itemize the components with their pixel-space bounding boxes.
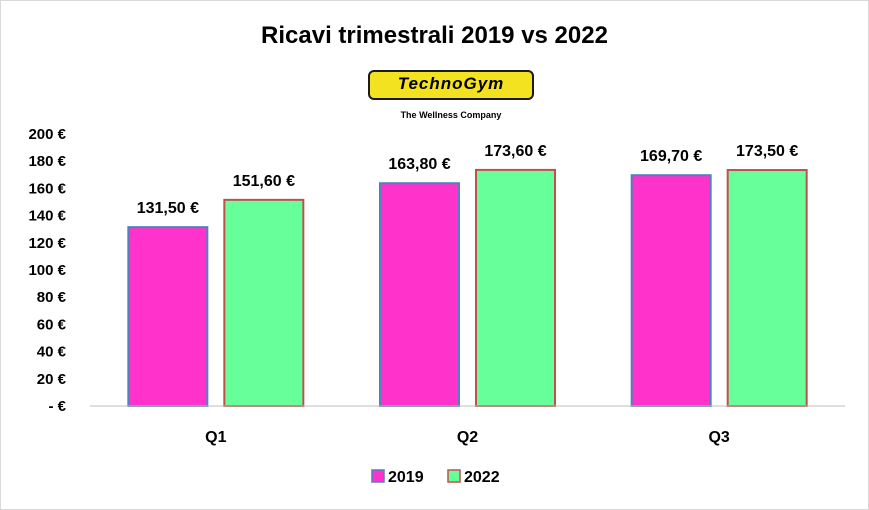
y-tick-label: 180 €	[28, 153, 66, 170]
bar-2019-Q3	[630, 174, 712, 407]
x-tick-label: Q2	[457, 429, 478, 446]
x-axis: Q1 Q2 Q3	[90, 405, 845, 446]
data-label: 173,50 €	[736, 143, 798, 160]
bar-2022-Q2	[475, 168, 556, 407]
legend-label-2022: 2022	[464, 469, 500, 486]
data-label: 151,60 €	[233, 173, 295, 190]
y-tick-label: 20 €	[37, 371, 67, 388]
logo-wordmark: TechnoGym	[397, 74, 505, 93]
data-label: 173,60 €	[484, 143, 546, 160]
y-tick-label: 160 €	[28, 180, 66, 197]
legend-swatch-2022	[447, 469, 461, 483]
bar-2019-Q2	[379, 182, 460, 407]
x-tick-label: Q3	[708, 429, 729, 446]
bars-group: 131,50 € 151,60 € 163,80 € 173,60 € 169,70 €…	[127, 143, 808, 407]
data-label: 169,70 €	[640, 148, 702, 165]
y-tick-label: 100 €	[28, 262, 66, 279]
y-tick-label: 40 €	[37, 344, 67, 361]
y-tick-label: 60 €	[37, 316, 67, 333]
x-tick-label: Q1	[205, 429, 226, 446]
y-tick-label: - €	[48, 398, 66, 415]
y-tick-label: 80 €	[37, 289, 67, 306]
bar-2022-Q1	[223, 198, 305, 407]
y-tick-label: 120 €	[28, 235, 66, 252]
chart-title: Ricavi trimestrali 2019 vs 2022	[261, 22, 608, 49]
legend-swatch-2019	[371, 469, 385, 483]
bar-2019-Q1	[127, 226, 209, 407]
y-tick-label: 140 €	[28, 208, 66, 225]
bar-2022-Q3	[726, 169, 808, 407]
y-tick-label: 200 €	[28, 126, 66, 143]
y-axis: - € 20 € 40 € 60 € 80 € 100 € 120 € 140 € 160 € 1…	[28, 126, 66, 415]
legend-label-2019: 2019	[388, 469, 424, 486]
technogym-logo: TechnoGym The Wellness Company	[368, 70, 534, 122]
logo-badge	[368, 70, 534, 100]
legend: 2019 2022	[371, 469, 500, 486]
data-label: 131,50 €	[137, 200, 199, 217]
logo-tagline: The Wellness Company	[400, 110, 502, 120]
data-label: 163,80 €	[388, 156, 450, 173]
